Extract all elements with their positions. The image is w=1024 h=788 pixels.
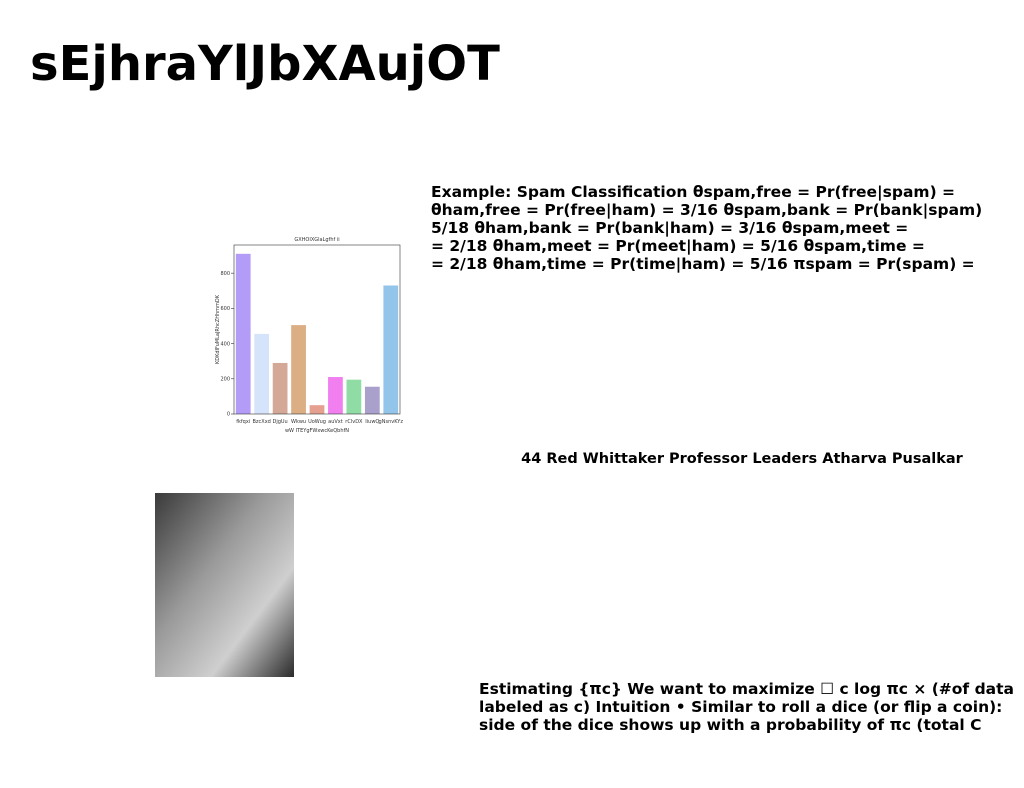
bar bbox=[291, 325, 306, 414]
x-tick-label: fkfqxi bbox=[236, 419, 250, 425]
y-tick-label: 200 bbox=[220, 376, 230, 382]
body-line: side of the dice shows up with a probabi… bbox=[479, 716, 982, 734]
body-line: Example: Spam Classification θspam,free … bbox=[431, 183, 955, 202]
x-axis-label: wW ITEYgFWxwcKeQbhfN bbox=[285, 428, 349, 434]
x-tick-label: auVxt bbox=[328, 419, 343, 425]
bar bbox=[328, 377, 343, 414]
body-line: = 2/18 θham,meet = Pr(meet|ham) = 5/16 θ… bbox=[431, 237, 925, 256]
y-axis-label: KDKdIFuMLaJRhcZHhmmDK bbox=[215, 294, 221, 364]
photo bbox=[155, 493, 294, 677]
body-line: = 2/18 θham,time = Pr(time|ham) = 5/16 π… bbox=[431, 255, 975, 274]
body-line: Estimating {πc} We want to maximize ☐ c … bbox=[479, 680, 1014, 698]
bar bbox=[383, 285, 399, 414]
y-tick-label: 600 bbox=[220, 306, 230, 312]
x-tick-label: UoWug bbox=[308, 419, 326, 425]
y-tick-label: 0 bbox=[227, 412, 230, 418]
bar bbox=[254, 333, 270, 414]
body-line: θham,free = Pr(free|ham) = 3/16 θspam,ba… bbox=[431, 201, 982, 220]
x-tick-label: DjgUu bbox=[272, 419, 287, 425]
x-tick-label: BzcXxd bbox=[252, 419, 270, 425]
x-tick-label: Wkwu bbox=[291, 419, 306, 425]
y-tick-label: 800 bbox=[220, 271, 230, 277]
bar bbox=[235, 253, 251, 414]
y-tick-label: 400 bbox=[220, 341, 230, 347]
chart-title: GXHOIXGlaLgfhf ii bbox=[294, 237, 339, 243]
bar bbox=[309, 405, 325, 414]
body-line: labeled as c) Intuition • Similar to rol… bbox=[479, 698, 1002, 716]
slide-title: sEjhraYlJbXAujOT bbox=[30, 36, 500, 92]
bar bbox=[364, 386, 380, 414]
x-tick-label: gNsnvKYz bbox=[379, 419, 404, 425]
bar bbox=[346, 379, 362, 414]
x-tick-label: rClvDX bbox=[345, 419, 363, 425]
bar bbox=[272, 362, 288, 414]
x-tick-label: IiuwQ bbox=[365, 419, 379, 425]
plot-frame bbox=[233, 244, 401, 415]
caption: 44 Red Whittaker Professor Leaders Athar… bbox=[521, 451, 964, 467]
body-line: 5/18 θham,bank = Pr(bank|ham) = 3/16 θsp… bbox=[431, 219, 908, 238]
